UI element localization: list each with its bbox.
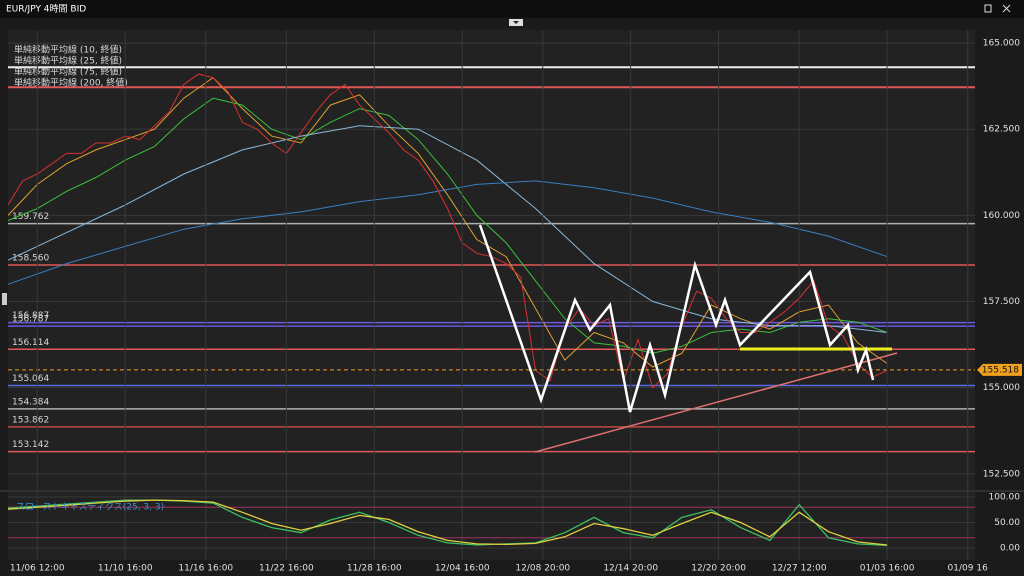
series-line xyxy=(7,180,888,285)
current-price-tag xyxy=(977,363,1022,376)
x-tick-label: 11/10 16:00 xyxy=(98,564,153,574)
y-tick-label: 157.500 xyxy=(983,297,1020,307)
y-tick-label: 160.000 xyxy=(983,211,1020,221)
stoch-panel xyxy=(8,492,975,560)
legend-entry: 単純移動平均線 (75, 終値) xyxy=(14,66,122,78)
level-label: 153.862 xyxy=(12,415,49,425)
y-tick-label: 152.500 xyxy=(983,469,1020,479)
series-line xyxy=(7,76,888,368)
zigzag-drawing xyxy=(478,224,875,413)
legend-entry: 単純移動平均線 (10, 終値) xyxy=(14,44,122,56)
series-line xyxy=(7,97,888,354)
x-tick-label: 01/03 16:00 xyxy=(860,564,915,574)
x-tick-label: 12/20 20:00 xyxy=(691,564,746,574)
title-bar xyxy=(0,0,1024,18)
current-price-label: 155.518 xyxy=(982,365,1019,375)
x-tick-label: 12/04 16:00 xyxy=(435,564,490,574)
y-tick-label: 165.000 xyxy=(983,39,1020,49)
level-label: 154.384 xyxy=(12,397,49,407)
collapse-icon xyxy=(513,21,519,24)
x-tick-label: 01/09 16 xyxy=(948,564,989,574)
series-line xyxy=(7,125,888,333)
level-label: 156.787 xyxy=(12,315,49,325)
y-tick-label: 0.00 xyxy=(1000,544,1020,554)
series-line xyxy=(7,499,888,546)
series-line xyxy=(7,73,888,389)
trendline xyxy=(534,352,898,453)
x-tick-label: 11/06 12:00 xyxy=(10,564,65,574)
level-label: 153.142 xyxy=(12,440,49,450)
close-button[interactable] xyxy=(1002,4,1011,13)
y-tick-label: 50.00 xyxy=(994,518,1020,528)
legend-entry: 単純移動平均線 (200, 終値) xyxy=(14,77,128,89)
x-tick-label: 12/14 20:00 xyxy=(603,564,658,574)
main-layer: 152.500 155.000 157.500 160.000 162.500 165.0… xyxy=(7,30,1022,574)
drawings xyxy=(478,224,898,453)
window-controls xyxy=(984,4,1011,13)
level-label: 156.887 xyxy=(12,311,49,321)
side-handle[interactable] xyxy=(2,293,7,305)
x-tick-label: 12/08 20:00 xyxy=(515,564,570,574)
level-label: 156.114 xyxy=(12,338,49,348)
restore-button[interactable] xyxy=(984,4,992,13)
x-tick-label: 11/22 16:00 xyxy=(259,564,314,574)
y-tick-label: 162.500 xyxy=(983,125,1020,135)
chart-title: EUR/JPY 4時間 BID xyxy=(6,4,86,15)
level-label: 155.064 xyxy=(12,374,49,384)
x-tick-label: 11/28 16:00 xyxy=(347,564,402,574)
legend-entry: 単純移動平均線 (25, 終値) xyxy=(14,55,122,67)
level-label: 158.560 xyxy=(12,253,49,263)
y-tick-label: 155.000 xyxy=(983,383,1020,393)
x-tick-label: 11/16 16:00 xyxy=(178,564,233,574)
x-tick-label: 12/27 12:00 xyxy=(772,564,827,574)
y-tick-label: 100.00 xyxy=(989,492,1021,502)
stoch-title: スローストキャスティクス(25, 3, 3) xyxy=(16,502,164,513)
level-label: 159.762 xyxy=(12,212,49,222)
